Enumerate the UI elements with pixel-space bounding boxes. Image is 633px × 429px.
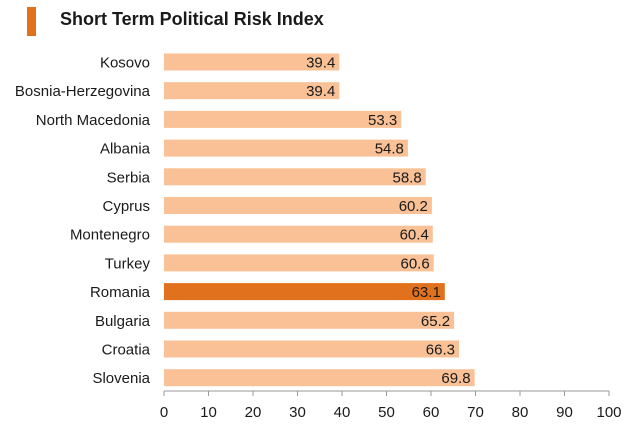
bar-montenegro bbox=[164, 225, 433, 243]
category-label: Bosnia-Herzegovina bbox=[15, 83, 151, 100]
bar-serbia bbox=[164, 168, 426, 186]
category-label: North Macedonia bbox=[36, 112, 151, 129]
bar-albania bbox=[164, 139, 408, 157]
x-tick-label: 70 bbox=[467, 404, 484, 421]
value-label: 60.4 bbox=[400, 227, 429, 244]
x-tick-label: 90 bbox=[556, 404, 573, 421]
value-label: 66.3 bbox=[426, 342, 455, 359]
x-tick-label: 40 bbox=[334, 404, 351, 421]
x-tick-label: 100 bbox=[596, 404, 621, 421]
x-tick-label: 50 bbox=[378, 404, 395, 421]
value-label: 39.4 bbox=[306, 55, 335, 72]
x-tick-label: 20 bbox=[245, 404, 262, 421]
bar-romania bbox=[164, 283, 445, 301]
value-label: 63.1 bbox=[412, 284, 441, 301]
title-accent-bar bbox=[27, 7, 36, 36]
category-label: Croatia bbox=[102, 342, 151, 359]
chart-header: Short Term Political Risk Index bbox=[0, 0, 633, 40]
value-label: 39.4 bbox=[306, 83, 335, 100]
bar-croatia bbox=[164, 340, 459, 358]
value-label: 60.2 bbox=[399, 198, 428, 215]
category-label: Slovenia bbox=[92, 370, 150, 387]
value-label: 54.8 bbox=[375, 141, 404, 158]
bar-bosnia-herzegovina bbox=[164, 82, 340, 100]
bar-slovenia bbox=[164, 369, 475, 387]
x-tick-label: 80 bbox=[512, 404, 529, 421]
category-label: Serbia bbox=[107, 169, 151, 186]
category-label: Bulgaria bbox=[95, 313, 151, 330]
bar-north-macedonia bbox=[164, 110, 402, 128]
category-label: Kosovo bbox=[100, 55, 150, 72]
value-label: 60.6 bbox=[400, 255, 429, 272]
category-label: Montenegro bbox=[70, 227, 150, 244]
bar-turkey bbox=[164, 254, 434, 272]
category-label: Albania bbox=[100, 141, 151, 158]
bar-bulgaria bbox=[164, 311, 455, 329]
x-tick-label: 0 bbox=[160, 404, 168, 421]
value-label: 69.8 bbox=[441, 370, 470, 387]
bar-cyprus bbox=[164, 197, 432, 214]
category-label: Turkey bbox=[105, 255, 151, 272]
category-label: Cyprus bbox=[102, 198, 150, 215]
value-label: 58.8 bbox=[392, 169, 421, 186]
chart-title: Short Term Political Risk Index bbox=[60, 9, 324, 29]
category-label: Romania bbox=[90, 284, 151, 301]
value-label: 65.2 bbox=[421, 313, 450, 330]
x-tick-label: 30 bbox=[289, 404, 306, 421]
value-label: 53.3 bbox=[368, 112, 397, 129]
x-tick-label: 10 bbox=[200, 404, 217, 421]
x-tick-label: 60 bbox=[423, 404, 440, 421]
bar-kosovo bbox=[164, 53, 340, 71]
